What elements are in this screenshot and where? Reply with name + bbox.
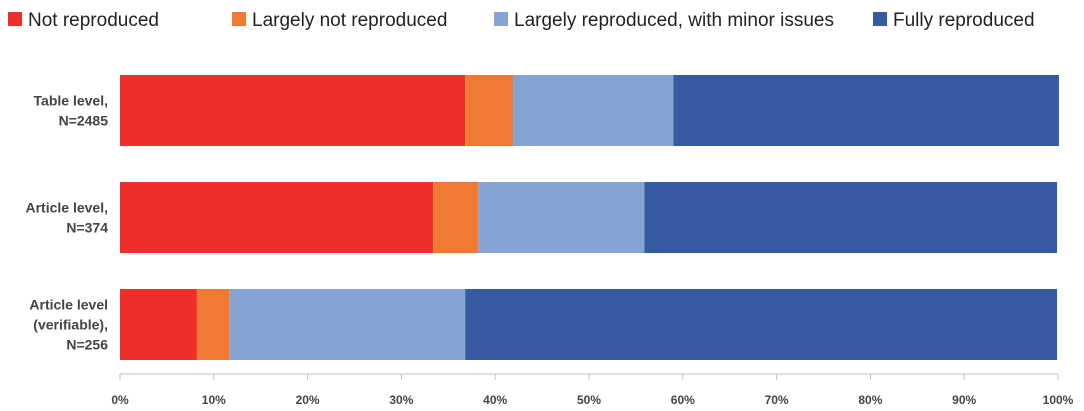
category-axis: Table level, N=2485 Article level, N=374 Art… — [26, 93, 109, 353]
x-tick-label-4: 30% — [389, 393, 413, 407]
x-tick-label-9: 80% — [858, 393, 882, 407]
bar-2-3 — [478, 182, 645, 253]
category-label-1-line-2: N=2485 — [59, 113, 109, 129]
category-label-2-line-2: N=374 — [66, 220, 108, 236]
bar-3-3 — [229, 289, 466, 360]
category-label-3-line-3: N=256 — [66, 337, 108, 353]
bar-3-1 — [120, 289, 197, 360]
bar-1-2 — [465, 75, 514, 146]
x-tick-label-5: 40% — [483, 393, 507, 407]
legend-label-3: Largely reproduced, with minor issues — [514, 10, 834, 31]
legend-swatch-2 — [232, 12, 246, 26]
legend-swatch-1 — [8, 12, 22, 26]
x-tick-label-10: 90% — [952, 393, 976, 407]
bar-2-1 — [120, 182, 434, 253]
legend: Not reproduced Largely not reproduced Larg… — [8, 10, 1035, 31]
legend-label-1: Not reproduced — [28, 10, 159, 31]
x-tick-label-11: 100% — [1043, 393, 1074, 407]
x-tick-label-1: 0% — [111, 393, 129, 407]
category-label-3-line-2: (verifiable), — [33, 317, 108, 333]
category-label-3-line-1: Article level — [29, 297, 108, 313]
category-label-2-line-1: Article level, — [26, 200, 109, 216]
x-tick-label-3: 20% — [296, 393, 320, 407]
plot-area: 36.8%5.1%17.1%41.1%33.4%4.8%17.7%44.0%8.… — [120, 75, 1059, 360]
legend-swatch-4 — [873, 12, 887, 26]
x-tick-label-7: 60% — [671, 393, 695, 407]
x-tick-label-8: 70% — [765, 393, 789, 407]
legend-label-4: Fully reproduced — [893, 10, 1035, 31]
x-tick-label-6: 50% — [577, 393, 601, 407]
bar-1-3 — [513, 75, 674, 146]
x-axis: 0% 10% 20% 30% 40% 50% 60% 70% 80% 90% 100% — [111, 373, 1074, 407]
category-label-1-line-1: Table level, — [34, 93, 108, 109]
bar-1-1 — [120, 75, 466, 146]
bar-3-2 — [196, 289, 230, 360]
bar-1-4 — [673, 75, 1059, 146]
x-tick-label-2: 10% — [202, 393, 226, 407]
bar-2-2 — [433, 182, 479, 253]
bar-3-4 — [465, 289, 1058, 360]
legend-swatch-3 — [494, 12, 508, 26]
legend-label-2: Largely not reproduced — [252, 10, 447, 31]
bar-2-4 — [644, 182, 1058, 253]
